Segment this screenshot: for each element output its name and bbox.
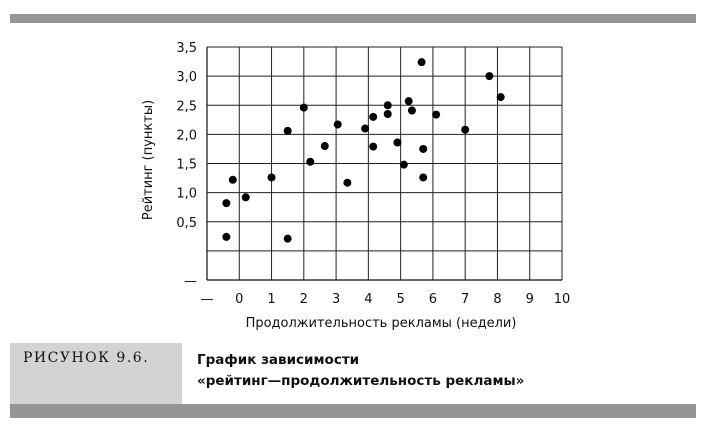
data-point [283,234,292,243]
data-point [485,72,494,81]
data-point [417,58,426,67]
x-tick-label: 6 [429,292,437,307]
x-axis-title: Продолжительность рекламы (недели) [246,316,517,331]
data-point [283,126,292,135]
x-tick-label: 5 [396,292,404,307]
data-point [361,124,370,133]
data-point [222,199,231,208]
x-tick-label: 3 [332,292,340,307]
data-point [299,103,308,112]
x-tick-label: 1 [267,292,275,307]
y-tick-label: — [184,274,197,289]
figure-title-line-2: «рейтинг—продолжительность рекламы» [197,373,525,389]
data-point [228,175,237,184]
data-point [432,110,441,119]
y-tick-label: 0,5 [176,216,197,231]
data-point [343,178,352,187]
y-tick-labels: — 0,5 1,0 1,5 2,0 2,5 3,0 3,5 [176,41,197,289]
data-point [419,144,428,153]
y-tick-label: 1,5 [176,158,197,173]
data-point [320,142,329,151]
x-tick-label: 9 [526,292,534,307]
y-tick-label: 2,0 [176,128,197,143]
x-tick-label: 7 [461,292,469,307]
figure-label: РИСУНОК 9.6. [23,350,150,366]
x-tick-label: 0 [235,292,243,307]
x-tick-label: 4 [364,292,372,307]
figure-title-line-1: График зависимости [197,352,360,368]
data-points [222,58,505,243]
data-point [393,138,402,147]
top-decorative-bar [10,14,696,23]
figure-label-box [10,343,182,404]
y-tick-label: 3,0 [176,70,197,85]
data-point [383,101,392,110]
x-tick-label: — [201,292,214,307]
y-axis-title: Рейтинг (пункты) [141,100,156,220]
data-point [267,173,276,182]
y-tick-label: 2,5 [176,99,197,114]
grid-lines [207,46,563,280]
y-tick-label: 1,0 [176,187,197,202]
data-point [461,125,470,134]
data-point [306,157,315,166]
data-point [383,109,392,118]
x-tick-labels: — 0 1 2 3 4 5 6 7 8 9 10 [201,292,571,307]
x-tick-label: 2 [300,292,308,307]
data-point [496,93,505,102]
data-point [333,120,342,129]
y-tick-label: 3,5 [176,41,197,56]
data-point [369,112,378,121]
data-point [399,160,408,169]
bottom-decorative-bar [10,404,696,418]
data-point [419,173,428,182]
axes [206,47,562,281]
figure-title: График зависимости «рейтинг—продолжитель… [197,350,524,392]
data-point [241,193,250,202]
data-point [369,142,378,151]
x-tick-label: 8 [493,292,501,307]
data-point [407,106,416,115]
data-point [222,232,231,241]
data-point [404,97,413,106]
x-tick-label: 10 [554,292,571,307]
